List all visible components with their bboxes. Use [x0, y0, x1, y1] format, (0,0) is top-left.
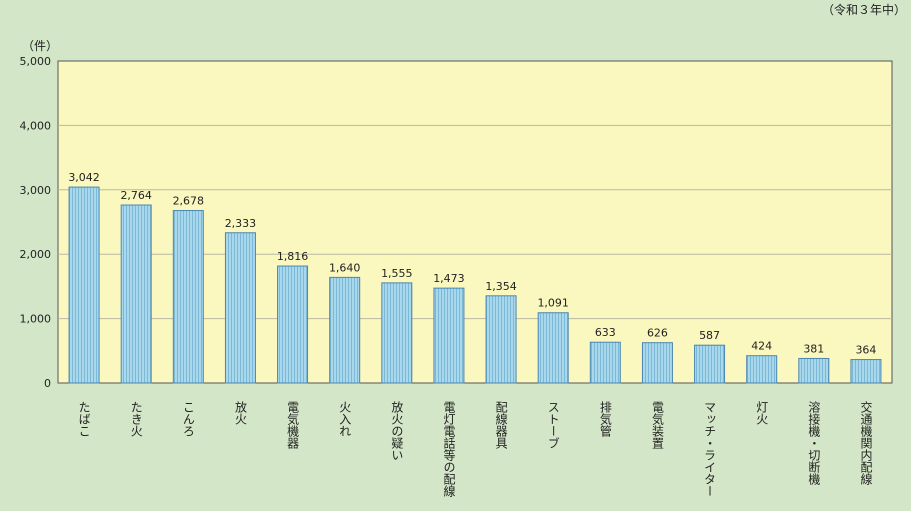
bar — [277, 265, 309, 384]
category-label: 放火 — [233, 400, 247, 425]
category-labels: たばこ たき火 こんろ 放火 電気機器 火入れ 放火の疑い 電灯電話等の配線 配線器具 ストーブ 排… — [77, 400, 873, 497]
category-label: 排気管 — [598, 401, 612, 438]
category-label: 灯火 — [755, 401, 769, 425]
y-tick-label: 5,000 — [20, 55, 52, 68]
bar — [537, 312, 569, 384]
bar-value-label: 1,816 — [277, 250, 309, 263]
bar-value-label: 1,640 — [329, 261, 361, 274]
bar — [694, 344, 726, 384]
category-label: 溶接機・切断機 — [807, 400, 821, 485]
y-tick-label: 2,000 — [20, 248, 52, 261]
bar — [120, 204, 152, 384]
bar — [746, 355, 778, 384]
category-label: マッチ・ライター — [703, 401, 717, 497]
category-label: 放火の疑い — [390, 400, 404, 461]
y-tick-label: 1,000 — [20, 313, 52, 326]
bars — [68, 186, 882, 384]
bar-value-label: 633 — [595, 326, 616, 339]
bar-value-label: 626 — [647, 327, 668, 340]
bar — [433, 287, 465, 384]
y-tick-label: 3,000 — [20, 184, 52, 197]
bar — [850, 359, 882, 384]
category-label: 電気装置 — [650, 401, 664, 449]
bar — [68, 186, 100, 384]
bar — [641, 342, 673, 384]
y-axis-ticks: 0 1,000 2,000 3,000 4,000 5,000 — [20, 55, 52, 390]
bar-value-label: 587 — [699, 329, 720, 342]
bar-value-label: 2,333 — [225, 217, 257, 230]
y-tick-label: 0 — [44, 377, 51, 390]
bar-value-label: 2,764 — [120, 189, 152, 202]
bar-value-label: 364 — [855, 344, 876, 357]
y-tick-label: 4,000 — [20, 119, 52, 132]
category-label: 電灯電話等の配線 — [442, 401, 456, 497]
bar-value-label: 2,678 — [173, 195, 205, 208]
category-label: 交通機関内配線 — [859, 400, 873, 485]
bar-value-label: 424 — [751, 340, 772, 353]
bar — [798, 357, 830, 384]
bar — [485, 295, 517, 384]
category-label: ストーブ — [546, 401, 560, 449]
y-axis-unit-label: （件） — [22, 39, 58, 53]
bar — [224, 232, 256, 384]
bar-value-label: 1,091 — [537, 297, 569, 310]
bar — [329, 276, 361, 384]
bar-value-label: 1,555 — [381, 267, 413, 280]
bar — [381, 282, 413, 384]
category-label: たき火 — [129, 401, 143, 437]
data-labels: 3,042 2,764 2,678 2,333 1,816 1,640 1,555 1,473… — [68, 171, 876, 356]
category-label: こんろ — [181, 401, 195, 437]
period-note: （令和３年中） — [822, 2, 906, 17]
category-label: 配線器具 — [494, 401, 508, 449]
bar-value-label: 3,042 — [68, 171, 100, 184]
category-label: 火入れ — [338, 401, 352, 437]
bar — [172, 210, 204, 384]
bar-value-label: 381 — [803, 342, 824, 355]
category-label: 電気機器 — [286, 401, 300, 450]
bar-value-label: 1,354 — [485, 280, 517, 293]
bar-value-label: 1,473 — [433, 272, 465, 285]
bar — [589, 341, 621, 384]
category-label: たばこ — [77, 401, 91, 437]
